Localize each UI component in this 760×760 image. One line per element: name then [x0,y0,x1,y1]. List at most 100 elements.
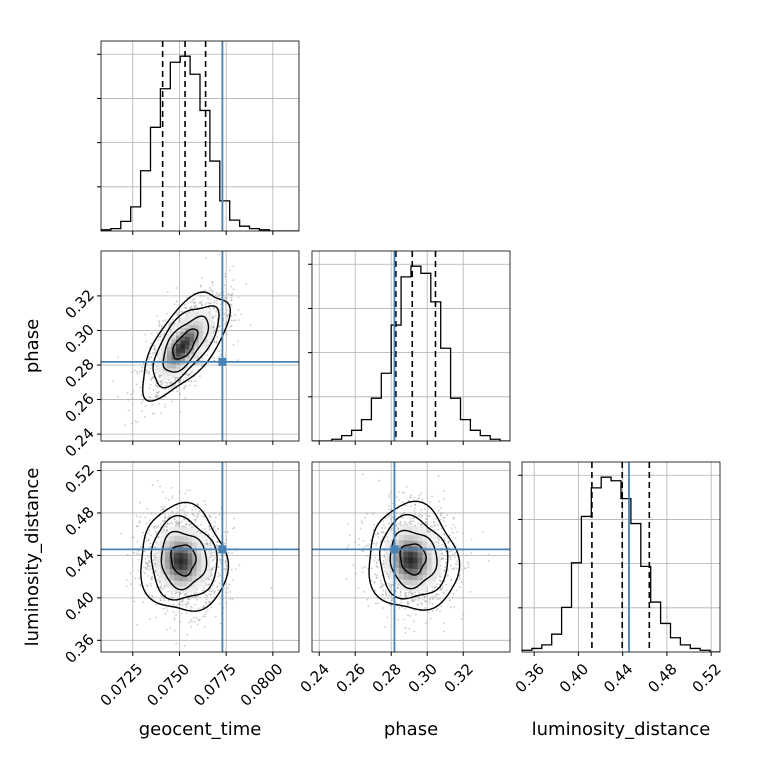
density-cell [426,532,436,542]
axes-frame [100,461,300,653]
scatter-point [192,596,194,598]
scatter-point [163,513,166,516]
scatter-point [389,604,392,606]
scatter-point [136,624,139,626]
scatter-point [374,589,377,592]
scatter-point [470,538,473,541]
scatter-point [404,522,407,525]
scatter-point [411,520,414,523]
scatter-point [205,602,208,605]
scatter-point [208,583,211,586]
density-cell [201,567,211,577]
scatter-point [384,591,387,594]
scatter-point [209,289,212,291]
scatter-point [210,606,213,609]
scatter-point [400,601,403,604]
scatter-point [126,392,129,394]
scatter-point [409,520,412,523]
scatter-point [459,574,461,576]
axes-frame [100,40,300,232]
scatter-point [164,381,167,384]
scatter-point [204,503,207,506]
scatter-point [385,593,388,595]
scatter-point [408,615,411,617]
scatter-point [212,332,215,334]
scatter-point [357,586,360,589]
scatter-point [166,384,169,387]
density-cell [160,531,170,541]
density-cell [403,581,413,591]
scatter-point [137,569,140,572]
scatter-point [431,609,434,612]
scatter-point [117,395,119,398]
scatter-point [203,500,206,502]
scatter-point [413,630,416,633]
scatter-point [443,537,446,540]
scatter-point [386,536,389,538]
scatter-point [185,313,188,316]
scatter-point [385,589,387,592]
scatter-point [456,530,459,533]
scatter-point [406,524,409,526]
scatter-point [160,324,163,327]
scatter-point [359,527,362,530]
density-cell [196,578,206,588]
scatter-point [420,523,423,526]
scatter-point [179,380,182,383]
scatter-point [436,583,439,586]
scatter-point [395,512,398,515]
scatter-point [162,527,165,530]
scatter-point [172,495,174,498]
scatter-point [378,479,381,482]
scatter-point [224,275,227,278]
scatter-point [179,317,182,320]
scatter-point [155,365,158,368]
scatter-point [205,289,208,292]
scatter-point [225,296,228,299]
scatter-point [184,505,187,508]
scatter-point [346,547,349,549]
density-cell [162,337,172,347]
scatter-point [176,507,178,510]
scatter-point [151,352,154,355]
scatter-point [208,593,211,596]
density-cell [178,577,188,587]
scatter-point [174,379,177,381]
scatter-point [199,294,202,297]
scatter-point [208,302,210,305]
density-cell [178,527,188,537]
scatter-point [410,505,412,508]
x-tick-label: 0.48 [644,660,680,696]
scatter-point [208,529,211,531]
scatter-point [160,585,163,588]
scatter-point [227,293,230,295]
scatter-point [148,372,151,375]
scatter-point [447,546,450,549]
scatter-point [164,395,167,398]
scatter-point [411,598,414,600]
scatter-point [153,559,156,562]
contour-line [172,328,199,360]
scatter-point [135,552,138,555]
scatter-point [232,288,235,291]
density-cell [398,553,408,563]
scatter-point [230,315,233,317]
scatter-point [213,307,216,310]
density-cell [183,566,193,576]
scatter-point [227,531,229,533]
scatter-point [209,298,212,301]
scatter-point [228,269,231,272]
scatter-point [216,540,219,543]
scatter-point [141,399,144,401]
scatter-point [146,371,149,374]
scatter-point [413,496,416,499]
y-tick-label: 0.44 [61,546,97,582]
scatter-point [210,574,213,576]
density-cell [412,559,422,569]
scatter-point [166,523,169,525]
scatter-point [137,559,140,561]
scatter-point [166,290,169,293]
scatter-point [193,306,196,309]
scatter-point [163,599,166,602]
scatter-point [237,296,240,299]
